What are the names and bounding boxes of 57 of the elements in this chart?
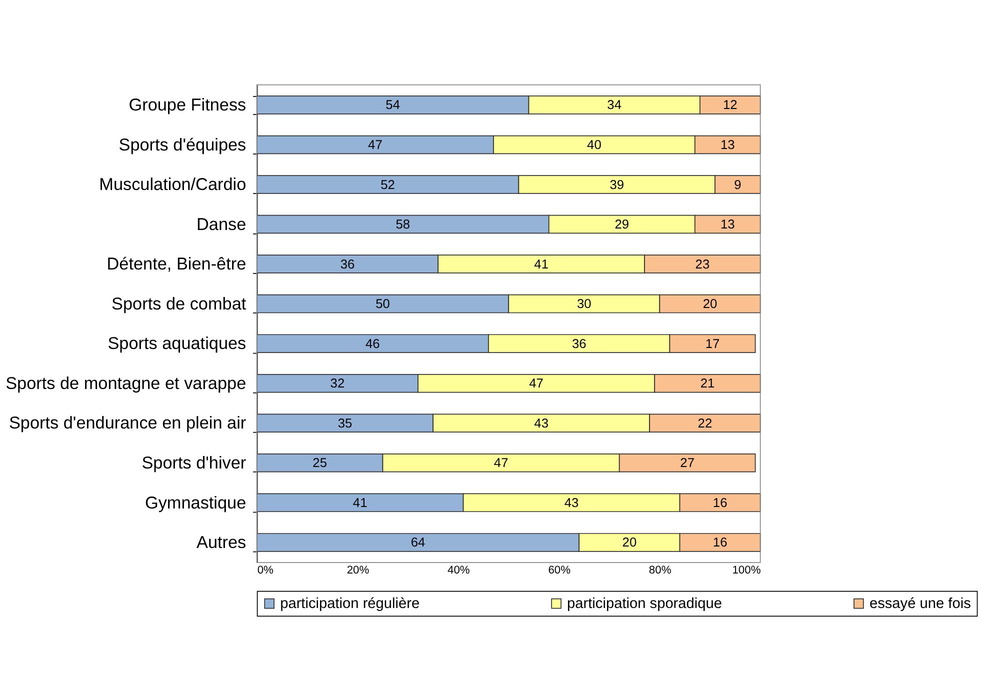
data-label: 47 [494, 455, 508, 470]
data-label: 20 [622, 534, 637, 550]
x-tick-label: 60% [548, 564, 571, 576]
data-label: 35 [338, 415, 352, 430]
data-label: 43 [564, 494, 579, 510]
y-tick-label: Autres [196, 532, 246, 552]
data-label: 9 [734, 176, 742, 192]
y-tick-label: Danse [196, 214, 246, 234]
y-tick-label: Sports d'endurance en plein air [8, 412, 246, 433]
y-tick-label: Groupe Fitness [128, 94, 246, 115]
data-label: 36 [572, 336, 586, 351]
data-label: 12 [722, 97, 738, 112]
y-tick-label: Sports aquatiques [108, 333, 246, 354]
data-label: 32 [330, 376, 345, 391]
data-label: 21 [700, 376, 715, 391]
legend-label: participation sporadique [567, 596, 722, 612]
data-label: 54 [386, 97, 400, 112]
x-tick-label: 20% [346, 564, 370, 576]
data-label: 52 [380, 176, 395, 192]
data-label: 13 [720, 137, 735, 152]
y-tick-label: Gymnastique [144, 492, 246, 512]
x-tick-label: 0% [257, 564, 274, 576]
data-label: 34 [607, 97, 622, 112]
data-label: 23 [695, 256, 710, 272]
data-label: 16 [712, 534, 728, 550]
data-label: 43 [534, 415, 548, 430]
data-label: 17 [705, 336, 720, 351]
legend-label: participation régulière [280, 596, 420, 612]
data-label: 29 [614, 216, 630, 232]
y-tick-label: Musculation/Cardio [99, 174, 246, 194]
y-tick-label: Sports d'équipes [118, 134, 246, 154]
x-tick-label: 100% [732, 564, 761, 576]
y-tick-label: Sports de montagne et varappe [6, 372, 246, 393]
data-label: 47 [529, 376, 544, 391]
data-label: 16 [712, 494, 728, 510]
data-label: 13 [720, 216, 735, 232]
data-label: 30 [576, 296, 592, 312]
data-label: 47 [368, 137, 382, 152]
data-label: 36 [340, 256, 355, 272]
data-label: 58 [396, 216, 410, 232]
data-label: 50 [376, 296, 390, 312]
x-tick-label: 40% [448, 564, 470, 576]
data-label: 20 [702, 296, 718, 312]
data-label: 46 [366, 336, 380, 351]
y-tick-label: Sports de combat [112, 293, 246, 314]
data-label: 27 [680, 455, 695, 470]
data-label: 22 [698, 415, 712, 430]
legend-label: essayé une fois [869, 596, 971, 612]
y-tick-label: Sports d'hiver [142, 452, 246, 472]
data-label: 64 [410, 534, 426, 550]
y-tick-label: Détente, Bien-être [106, 254, 246, 274]
data-label: 41 [352, 494, 368, 510]
x-tick-label: 80% [648, 564, 672, 576]
data-label: 41 [534, 256, 548, 272]
data-label: 39 [610, 176, 624, 192]
data-label: 25 [312, 455, 327, 470]
data-label: 40 [587, 137, 602, 152]
